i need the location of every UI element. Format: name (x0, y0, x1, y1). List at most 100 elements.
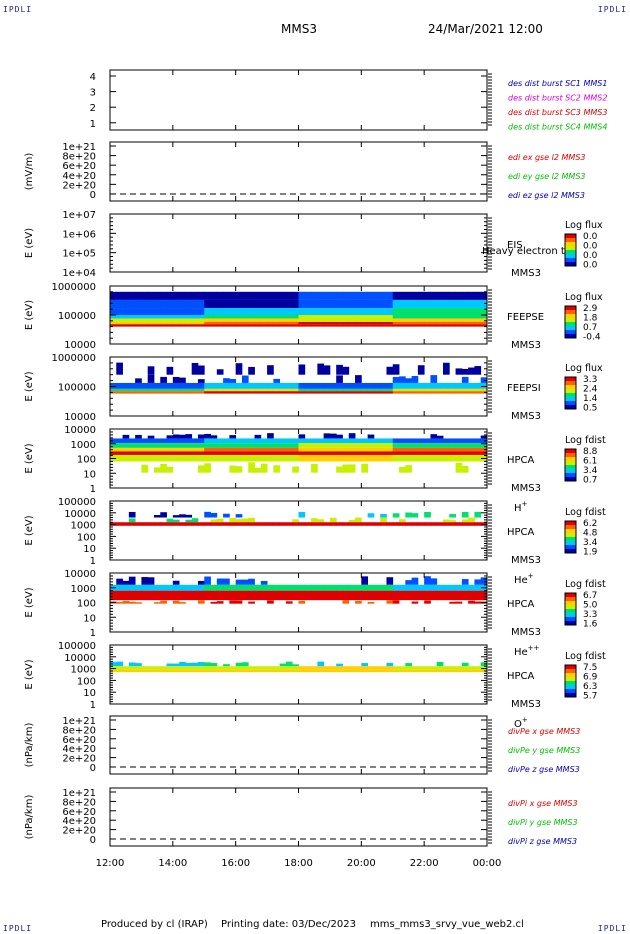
spectrogram-cell (411, 321, 419, 325)
spectrogram-cell (336, 663, 343, 667)
colorbar-step (565, 675, 576, 678)
spectrogram-cell (449, 590, 456, 601)
spectrogram-cell (128, 382, 136, 389)
spectrogram-cell (480, 315, 488, 319)
spectrogram-cell (386, 308, 394, 315)
spectrogram-cell (405, 522, 412, 526)
spectrogram-cell (424, 576, 431, 585)
spectrogram-cell (235, 321, 243, 325)
spectrogram-cell (141, 315, 149, 319)
spectrogram-cell (336, 308, 343, 315)
spectrogram-cell (323, 291, 331, 300)
colorbar-title: Log fdist (565, 435, 606, 446)
y-tick-label: 1e+04 (62, 268, 96, 279)
spectrogram-cell (241, 299, 249, 309)
spectrogram-cell (323, 315, 331, 319)
spectrogram-cell (160, 324, 167, 327)
spectrogram-cell (317, 666, 325, 670)
spectrogram-cell (267, 324, 274, 327)
spectrogram-cell (386, 299, 394, 309)
spectrogram-cell (323, 382, 331, 389)
spectrogram-cell (436, 590, 444, 601)
spectrogram-cell (128, 447, 136, 452)
spectrogram-cell (254, 318, 262, 322)
spectrogram-cell (292, 669, 299, 673)
instrument-label: HPCA (507, 599, 535, 610)
colorbar-step (565, 593, 576, 596)
spectrogram-cell (260, 291, 268, 300)
spectrogram-cell (153, 388, 161, 392)
spectrogram-cell (273, 388, 281, 392)
spectrogram-cell (317, 590, 325, 601)
colorbar-step (565, 465, 576, 468)
colorbar-frame (564, 305, 577, 339)
spectrogram-cell (443, 590, 450, 601)
spectrogram-cell (260, 388, 268, 392)
species-label: He+ (514, 572, 534, 586)
spectrogram-cell (279, 388, 287, 392)
spectrogram-cell (386, 662, 394, 667)
spectrogram-cell (166, 388, 174, 392)
spectrogram-cell (166, 466, 174, 473)
spectrogram-cell (342, 666, 350, 670)
spectrogram-cell (216, 447, 224, 452)
spectrogram-cell (116, 451, 123, 455)
spectrogram-cell (455, 382, 463, 389)
spectrogram-cell (298, 438, 306, 444)
y-tick-label: 1000 (71, 440, 96, 451)
instrument-label: FEEPSI (507, 383, 541, 394)
spectrogram-cell (285, 382, 293, 389)
spectrogram-cell (241, 669, 249, 673)
spectrogram-cell (298, 434, 306, 439)
spectrogram-cell (373, 666, 381, 670)
spectrogram-cell (204, 324, 211, 327)
spectrogram-cell (110, 324, 117, 327)
spectrogram-cell (128, 315, 136, 319)
spectrogram-cell (480, 299, 488, 309)
spectrogram-cell (116, 308, 123, 315)
spectrogram-cell (474, 308, 482, 315)
spectrogram-cell (342, 522, 350, 526)
spectrogram-cell (141, 308, 149, 315)
spectrogram-cell (172, 291, 180, 300)
spectrogram-cell (399, 447, 406, 452)
spectrogram-cell (191, 438, 199, 444)
colorbar-frame (564, 233, 577, 267)
spectrogram-cell (285, 315, 293, 319)
spectrogram-cell (260, 318, 268, 322)
spectrogram-cell (210, 512, 218, 518)
spectrogram-cell (430, 434, 438, 439)
spectrogram-cell (424, 451, 431, 455)
spectrogram-cell (405, 382, 412, 389)
spectrogram-cell (468, 584, 475, 591)
spectrogram-cell (110, 669, 117, 673)
spectrogram-cell (191, 391, 199, 394)
spectrogram-cell (141, 438, 149, 444)
spectrogram-cell (461, 388, 469, 392)
spectrogram-cell (304, 666, 312, 670)
colorbar-step (565, 252, 576, 255)
spectrogram-cell (147, 522, 155, 526)
spectrogram-cell (474, 366, 482, 375)
spectrogram-cell (147, 291, 155, 300)
spectrogram-cell (449, 388, 456, 392)
spectrogram-cell (468, 454, 475, 462)
spectrogram-cell (197, 590, 205, 601)
spectrogram-cell (405, 663, 412, 667)
spectrogram-cell (474, 324, 482, 327)
spectrogram-cell (311, 447, 318, 452)
spectrogram-cell (399, 308, 406, 315)
spectrogram-cell (342, 600, 350, 604)
spectrogram-cell (254, 590, 262, 601)
spectrogram-cell (122, 666, 130, 670)
spectrogram-cell (443, 669, 450, 673)
instrument-label: HPCA (507, 527, 535, 538)
spectrogram-cell (373, 391, 381, 394)
colorbar-title: Log fdist (565, 507, 606, 518)
y-tick-label: 2e+20 (62, 180, 96, 191)
spectrogram-cell (342, 464, 350, 473)
spectrogram-cell (317, 318, 325, 322)
spectrogram-cell (267, 600, 274, 604)
spectrogram-cell (147, 577, 155, 585)
colorbar-step (565, 539, 576, 542)
